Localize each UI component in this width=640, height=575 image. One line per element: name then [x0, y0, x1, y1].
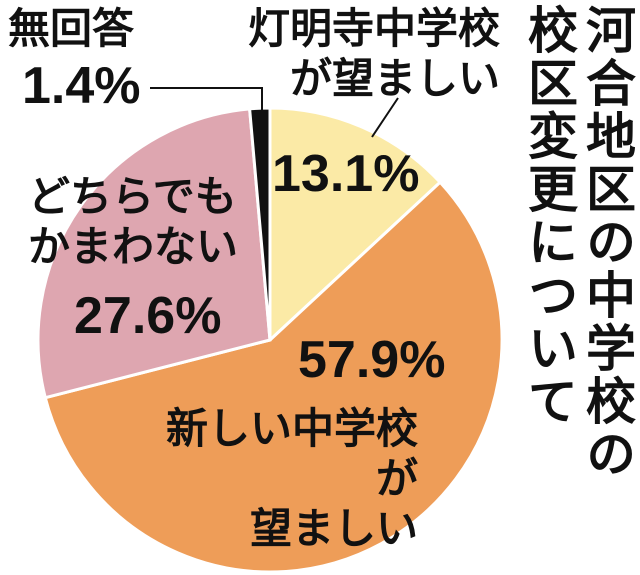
value-label: 57.9% [298, 331, 446, 389]
leader-line [150, 87, 263, 110]
value-label: 27.6% [74, 287, 222, 345]
chart-title: 河合地区の中学校の校区変更について [520, 4, 636, 481]
pie-slice [247, 106, 272, 341]
slice-label: 新しい中学校が 望ましい [165, 404, 418, 553]
value-label: 1.4% [22, 57, 141, 115]
slice-label: 灯明寺中学校 が望ましい [247, 4, 500, 103]
pie-slice [36, 107, 272, 400]
slice-label: 無回答 [8, 4, 135, 53]
pie-slice [43, 180, 504, 574]
pie-slice [268, 106, 443, 344]
value-label: 13.1% [272, 145, 420, 203]
leader-line [371, 97, 399, 138]
slice-label: どちらでも かまわない [28, 172, 239, 271]
